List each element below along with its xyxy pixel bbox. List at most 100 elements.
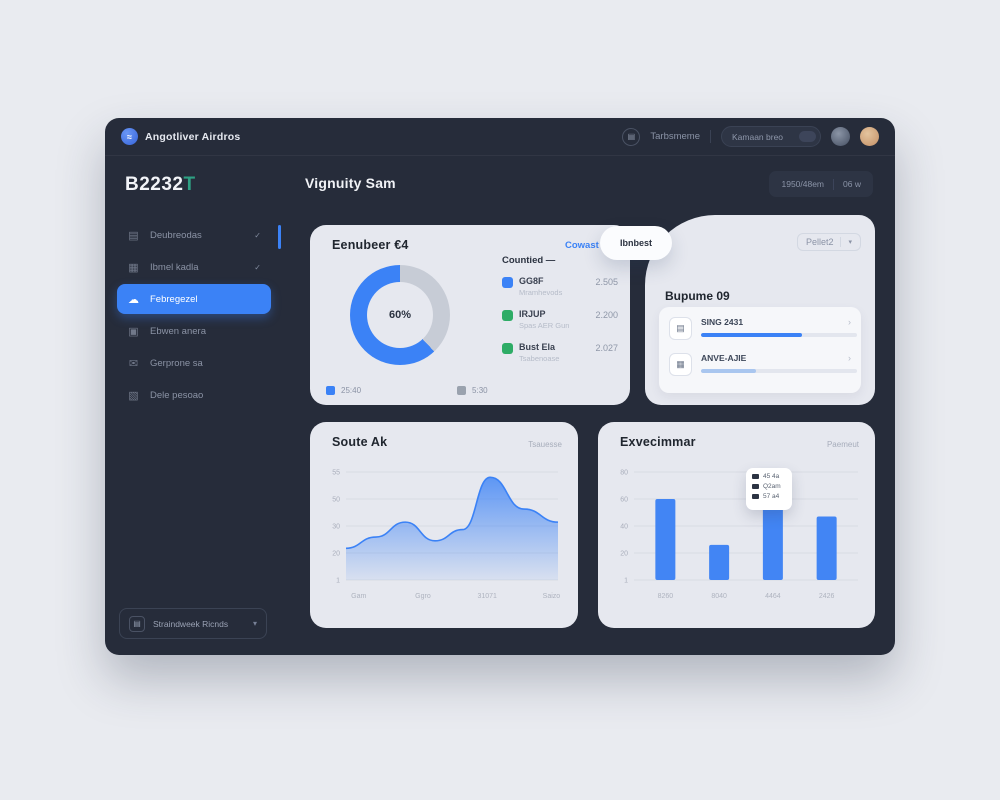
sidebar-item[interactable]: ▧ Dele pesoao (117, 380, 271, 410)
nav-icon: ▣ (128, 325, 139, 338)
bar-chart-card: Exvecimmar Paemeut 80 60 40 20 1 8260 8040 4464… (598, 422, 875, 628)
tooltip-swatch-icon (752, 494, 759, 499)
breakdown-sublabel: Spas AER Gun (519, 321, 570, 330)
breakdown-header: Countied — (502, 255, 556, 266)
legend-swatch-icon (326, 386, 335, 395)
x-tick-label: 2426 (819, 593, 835, 600)
legend-item: 5:30 (457, 386, 488, 395)
y-tick-label: 1 (624, 578, 628, 585)
x-tick-label: 8040 (711, 593, 727, 600)
donut-card: Eenubeer €4 Cowast 60% Countied — GG8F M… (310, 225, 630, 405)
breakdown-value: 2.200 (595, 310, 618, 320)
breakdown-label: Bust Ela (519, 342, 556, 352)
sidebar-item[interactable]: ☁ Febregezel (117, 284, 271, 314)
y-tick-label: 20 (332, 551, 340, 558)
swatch-icon (502, 277, 513, 288)
breakdown-row: GG8F Mramhevods 2.505 (502, 276, 618, 298)
donut-card-pill-button[interactable]: Ibnbest (600, 226, 672, 260)
x-tick-label: Saizo (543, 593, 561, 600)
progress-row[interactable]: ▤ SING 2431 › (669, 314, 857, 350)
chart-tooltip: 45 4a Q2am 57 a4 (746, 468, 792, 510)
notifications-icon[interactable]: ▤ (622, 127, 641, 146)
y-tick-label: 1 (336, 578, 340, 585)
dropdown-divider (840, 237, 842, 247)
tooltip-swatch-icon (752, 484, 759, 489)
progress-card-title: Bupume 09 (665, 289, 730, 303)
chevron-right-icon: › (848, 353, 851, 363)
area-card-meta: Tsauesse (528, 440, 562, 449)
area-line (345, 476, 559, 550)
legend-swatch-icon (457, 386, 467, 395)
sidebar-item-label: Febregezel (150, 293, 198, 305)
y-tick-label: 20 (620, 551, 628, 558)
avatar[interactable] (860, 127, 879, 146)
y-tick-label: 60 (620, 497, 628, 504)
y-tick-label: 50 (332, 497, 340, 504)
nav-icon: ▧ (128, 389, 139, 402)
sidebar-logo-accent: T (183, 174, 196, 195)
sidebar-item[interactable]: ✉ Gerprone sa (117, 348, 271, 378)
nav-icon: ▦ (128, 261, 139, 274)
date-range-right: 06 w (843, 179, 861, 189)
sidebar-item[interactable]: ▦ Ibmel kadla ✓ (117, 252, 271, 282)
progress-fill (701, 333, 803, 337)
topbar-menu-link[interactable]: Tarbsmeme (650, 131, 700, 142)
chevron-down-icon: ▾ (252, 619, 257, 628)
legend-item: 25:40 (326, 386, 361, 395)
breakdown-row: Bust Ela Tsabenoase 2.027 (502, 342, 618, 364)
chevron-right-icon: › (848, 317, 851, 327)
sidebar-footer-button[interactable]: ▤ Straindweek Ricnds ▾ (119, 608, 267, 639)
workspace-icon: ▤ (129, 615, 145, 632)
period-dropdown[interactable]: Pellet2 ▾ (796, 233, 861, 251)
date-range-picker[interactable]: 1950/48em 06 w (769, 171, 873, 197)
y-tick-label: 40 (620, 524, 628, 531)
progress-row[interactable]: ▦ ANVE-AJIE › (669, 350, 857, 386)
progress-row-label: SING 2431 (701, 317, 744, 327)
sidebar-item[interactable]: ▤ Deubreodas ✓ (117, 220, 271, 250)
x-tick-label: Ggro (415, 593, 431, 600)
progress-panel: ▤ SING 2431 › ▦ ANVE-AJIE › (659, 307, 861, 393)
donut-card-link[interactable]: Cowast (565, 240, 599, 251)
topbar: ≈ Angotliver Airdros ▤ Tarbsmeme (105, 118, 895, 156)
area-card-title: Soute Ak (332, 435, 388, 449)
area-chart-card: Soute Ak Tsauesse 55 50 30 20 1 Gam Ggro 31071 S… (310, 422, 578, 628)
tooltip-row: 45 4a (752, 473, 786, 480)
donut-center-label: 60% (367, 282, 433, 348)
bar[interactable] (816, 516, 837, 580)
progress-fill (701, 369, 756, 373)
donut-card-title: Eenubeer €4 (332, 238, 409, 252)
page-title: Vignuity Sam (305, 175, 396, 191)
period-dropdown-label: Pellet2 (805, 237, 834, 247)
sidebar-item-label: Dele pesoao (150, 389, 204, 401)
progress-card: Pellet2 ▾ Bupume 09 ▤ SING 2431 › ▦ ANVE… (645, 215, 875, 405)
breakdown-value: 2.505 (595, 277, 618, 287)
search-box[interactable] (721, 126, 821, 147)
breakdown-label: GG8F (519, 276, 544, 286)
search-shortcut-pill (799, 131, 816, 142)
tooltip-row: Q2am (752, 483, 786, 490)
donut-breakdown-list: Countied — GG8F Mramhevods 2.505 IRJUP S… (502, 255, 618, 375)
bar-chart: 80 60 40 20 1 8260 8040 4464 2426 (620, 470, 858, 600)
bar[interactable] (655, 499, 676, 580)
tooltip-text: 57 a4 (763, 493, 780, 500)
sidebar-item[interactable]: ▣ Ebwen anera (117, 316, 271, 346)
y-tick-label: 30 (332, 524, 340, 531)
nav-check-icon: ✓ (254, 230, 261, 240)
range-divider (833, 178, 835, 190)
app-window: ≈ Angotliver Airdros ▤ Tarbsmeme B2232T … (105, 118, 895, 655)
sidebar-logo: B2232T (125, 174, 196, 195)
x-tick-label: 8260 (658, 593, 674, 600)
sidebar-nav: ▤ Deubreodas ✓ ▦ Ibmel kadla ✓ ☁ Febrege… (117, 220, 271, 410)
sidebar-item-label: Ibmel kadla (150, 261, 199, 273)
search-input[interactable] (732, 131, 799, 142)
bar[interactable] (762, 494, 783, 580)
swatch-icon (502, 343, 513, 354)
tooltip-swatch-icon (752, 474, 759, 479)
nav-icon: ✉ (128, 357, 139, 370)
sidebar-scrollbar[interactable] (278, 225, 281, 249)
tooltip-text: 45 4a (763, 473, 780, 480)
bar[interactable] (709, 544, 730, 580)
avatar[interactable] (831, 127, 850, 146)
progress-row-icon: ▤ (669, 317, 692, 340)
